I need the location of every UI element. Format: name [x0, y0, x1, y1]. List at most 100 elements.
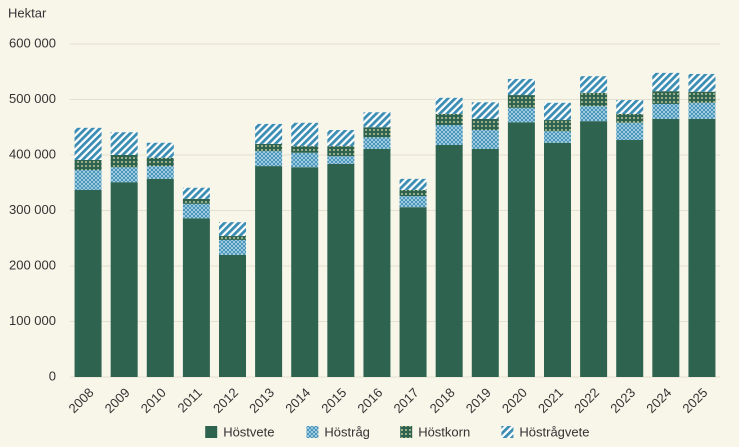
bar-segment: [616, 100, 644, 114]
bar-segment: [507, 122, 535, 377]
bar-segment: [616, 140, 644, 377]
x-tick-label: 2011: [175, 385, 205, 415]
bar-segment: [182, 198, 210, 204]
bar-segment: [399, 196, 427, 208]
bar-segment: [435, 97, 463, 114]
bar-segment: [74, 159, 102, 170]
bar-segment: [291, 167, 319, 377]
bar-segment: [544, 131, 571, 143]
x-tick-label: 2015: [318, 385, 349, 416]
bar-segment: [435, 113, 463, 126]
bar-segment: [435, 125, 463, 146]
bar-segment: [652, 118, 680, 378]
bar-segment: [580, 92, 608, 107]
bar-segment: [580, 76, 608, 93]
bar-segment: [74, 169, 102, 190]
bar-segment: [544, 120, 571, 132]
bar-segment: [616, 122, 644, 141]
bar-segment: [146, 142, 174, 158]
x-tick-label: 2021: [535, 385, 566, 416]
bar-segment: [219, 236, 246, 240]
bar-segment: [471, 118, 499, 131]
bar-segment: [146, 178, 174, 377]
bar-segment: [507, 107, 535, 123]
bar-segment: [110, 132, 138, 155]
bar-segment: [327, 163, 355, 377]
legend-label: Höstrågvete: [519, 424, 589, 439]
legend-label: Höstvete: [223, 424, 274, 439]
bar-segment: [327, 146, 355, 157]
bar-segment: [652, 103, 680, 119]
bar-segment: [255, 166, 283, 377]
bar-segment: [291, 146, 319, 153]
x-tick-label: 2010: [138, 385, 169, 416]
y-tick-label: 600 000: [9, 35, 56, 50]
bar-segment: [363, 112, 391, 128]
bar-segment: [688, 118, 716, 378]
bar-segment: [74, 127, 102, 160]
bar-segment: [219, 222, 246, 237]
bar-segment: [399, 178, 427, 190]
bar-segment: [291, 152, 319, 168]
bar-segment: [110, 155, 138, 168]
bar-segment: [471, 102, 499, 119]
x-tick-label: 2017: [391, 385, 422, 416]
legend-swatch: [501, 426, 514, 438]
y-tick-label: 100 000: [9, 313, 56, 328]
x-tick-label: 2025: [679, 385, 710, 416]
bar-segment: [255, 143, 283, 152]
x-tick-label: 2023: [607, 385, 638, 416]
bar-segment: [327, 130, 355, 147]
bar-segment: [110, 182, 138, 377]
bar-segment: [219, 239, 246, 255]
bar-segment: [363, 127, 391, 138]
bar-segment: [471, 130, 499, 149]
x-tick-label: 2012: [210, 385, 241, 416]
bar-segment: [74, 189, 102, 377]
bar-segment: [219, 254, 246, 377]
bar-segment: [327, 156, 355, 164]
x-tick-label: 2014: [282, 385, 313, 416]
y-tick-label: 0: [49, 368, 56, 383]
bar-segment: [471, 148, 499, 377]
x-tick-label: 2020: [499, 385, 530, 416]
bar-segment: [580, 106, 608, 122]
bar-segment: [688, 91, 716, 103]
bar-segment: [688, 73, 716, 92]
bar-segment: [435, 145, 463, 377]
bar-segment: [146, 157, 174, 167]
bar-segment: [182, 187, 210, 199]
x-tick-label: 2009: [102, 385, 133, 416]
y-tick-label: 500 000: [9, 91, 56, 106]
bar-segment: [255, 151, 283, 167]
bar-segment: [291, 122, 319, 147]
bar-segment: [544, 142, 571, 377]
bar-segment: [507, 78, 535, 96]
bar-segment: [182, 203, 210, 219]
bar-segment: [146, 166, 174, 179]
y-axis-label: Hektar: [8, 5, 47, 20]
x-tick-label: 2024: [643, 385, 674, 416]
bar-segment: [688, 102, 716, 119]
legend-label: Höstkorn: [418, 424, 470, 439]
x-tick-label: 2016: [354, 385, 385, 416]
legend-swatch: [306, 426, 319, 438]
bar-segment: [182, 218, 210, 377]
bar-segment: [363, 148, 391, 377]
bar-segment: [399, 207, 427, 377]
x-tick-label: 2022: [571, 385, 602, 416]
x-tick-label: 2018: [427, 385, 458, 416]
bar-segment: [363, 137, 391, 149]
y-tick-label: 300 000: [9, 202, 56, 217]
legend-swatch: [400, 426, 413, 438]
legend-swatch: [205, 426, 218, 438]
y-tick-label: 200 000: [9, 257, 56, 272]
bar-segment: [580, 121, 608, 378]
x-tick-label: 2008: [66, 385, 97, 416]
y-tick-label: 400 000: [9, 146, 56, 161]
bar-segment: [399, 189, 427, 197]
bar-segment: [652, 91, 680, 104]
bar-segment: [652, 72, 680, 92]
bar-segment: [544, 102, 571, 121]
